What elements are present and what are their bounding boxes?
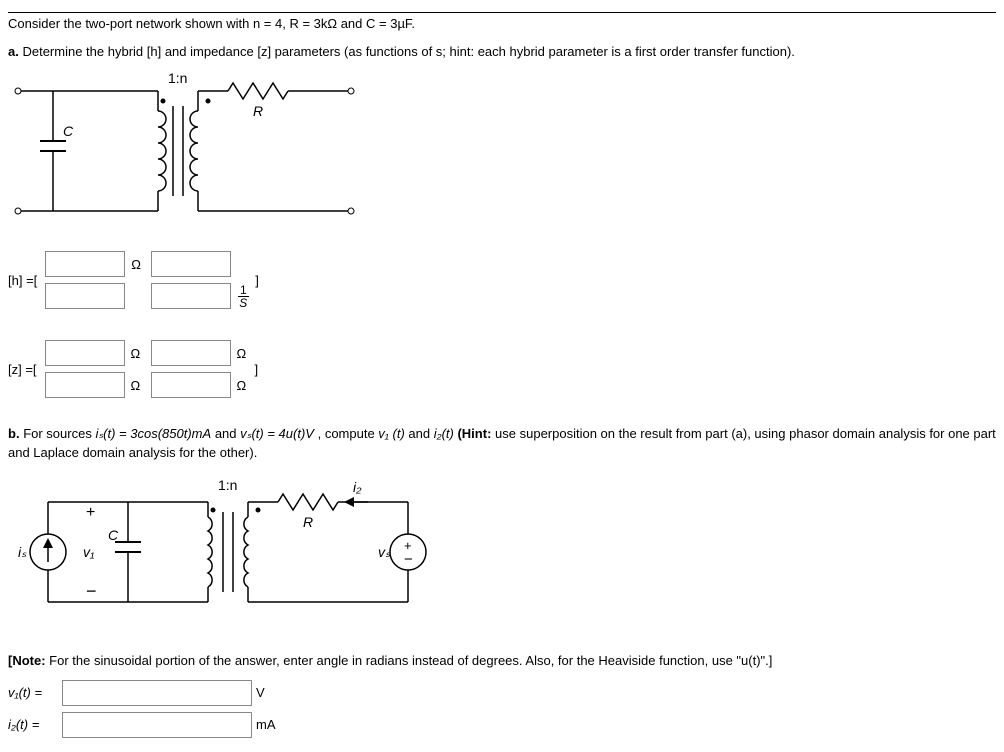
z22-input[interactable] [151,372,231,398]
cap-c-label: C [63,123,74,139]
v1-plus: + [86,504,95,521]
cap-c2-label: C [108,527,119,543]
note-label: [Note: [8,653,46,668]
circuit-1-svg: C 1:n R [8,71,368,231]
v1-answer-input[interactable] [62,680,252,706]
z12-unit: Ω [237,346,251,361]
z-matrix: [z] =[ Ω Ω Ω Ω ] [8,340,996,398]
part-b-pre: For sources [23,426,95,441]
circuit-1: C 1:n R [8,71,996,231]
v1-answer-label: v₁(t) = [8,685,58,700]
note-text: [Note: For the sinusoidal portion of the… [8,652,996,670]
z-label: [z] =[ [8,362,37,377]
vs-minus: − [404,551,413,568]
i2-label: i₂ [353,479,362,495]
h11-input[interactable] [45,251,125,277]
i2-answer-unit: mA [256,717,276,732]
z22-unit: Ω [237,378,251,393]
part-b-text: b. For sources iₛ(t) = 3cos(850t)mA and … [8,425,996,461]
z11-unit: Ω [131,346,145,361]
z21-unit: Ω [131,378,145,393]
v1-answer-unit: V [256,685,265,700]
v1-answer: v₁(t) = V [8,680,996,706]
ratio-2-label: 1:n [218,477,237,493]
ratio-1-label: 1:n [168,71,187,86]
part-b-i2: i₂(t) [434,426,454,441]
h22-unit-frac: 1 S [237,284,249,309]
z12-input[interactable] [151,340,231,366]
z-close: ] [255,362,259,377]
h-matrix: [h] =[ Ω 1 S ] [8,251,996,309]
h-close: ] [255,273,259,288]
part-b-mid3: and [408,426,433,441]
h11-unit: Ω [131,257,145,272]
h22-input[interactable] [151,283,231,309]
z21-input[interactable] [45,372,125,398]
vs-label: vₛ [378,544,391,560]
res-r-label: R [253,103,263,119]
h12-input[interactable] [151,251,231,277]
v1-label: v₁ [83,544,95,560]
v1-minus: − [86,581,97,601]
part-b-mid2: , compute [318,426,379,441]
part-a-text: a. Determine the hybrid [h] and impedanc… [8,43,996,61]
intro-text: Consider the two-port network shown with… [8,12,996,33]
part-b-eq2: vₛ(t) = 4u(t)V [240,426,314,441]
i2-answer-input[interactable] [62,712,252,738]
part-b-eq1: iₛ(t) = 3cos(850t)mA [95,426,211,441]
is-label: iₛ [18,544,27,560]
note-body: For the sinusoidal portion of the answer… [49,653,772,668]
i2-answer-label: i₂(t) = [8,717,58,732]
part-b-hintlabel: (Hint: [457,426,491,441]
intro-content: Consider the two-port network shown with… [8,16,415,31]
circuit-2-svg: iₛ + − v₁ C 1:n R i₂ + − vₛ [8,472,448,632]
h21-input[interactable] [45,283,125,309]
part-a-label: a. [8,44,19,59]
part-b-label: b. [8,426,20,441]
res-r2-label: R [303,514,313,530]
i2-answer: i₂(t) = mA [8,712,996,738]
part-a-body: Determine the hybrid [h] and impedance [… [22,44,794,59]
z11-input[interactable] [45,340,125,366]
circuit-2: iₛ + − v₁ C 1:n R i₂ + − vₛ [8,472,996,632]
part-b-v1: v₁ (t) [378,426,404,441]
part-b-mid1: and [215,426,240,441]
h-label: [h] =[ [8,273,37,288]
